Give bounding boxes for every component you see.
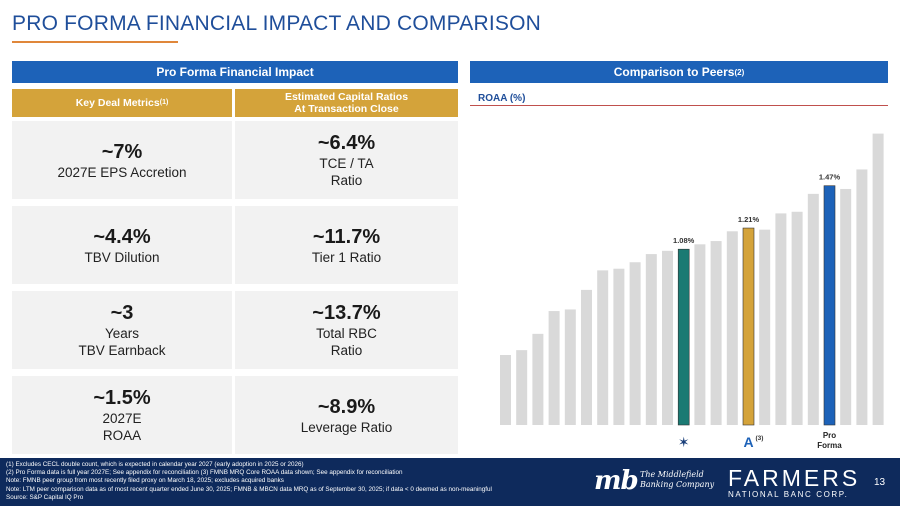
farmers-marker-icon: A [743, 434, 753, 450]
key-deal-metrics-header-text: Key Deal Metrics [75, 97, 160, 109]
metric-value: ~13.7% [312, 302, 381, 324]
peer-bar [694, 244, 706, 425]
metric-tbv-dilution: ~4.4% TBV Dilution [12, 206, 232, 284]
metric-label: Years [104, 326, 140, 341]
footnotes: (1) Excludes CECL double count, which is… [6, 461, 586, 502]
footnote: Note: FMNB peer group from most recently… [6, 477, 284, 485]
footnote: Source: S&P Capital IQ Pro [6, 493, 84, 501]
metric-leverage: ~8.9% Leverage Ratio [235, 376, 458, 454]
metric-value: ~3 [110, 302, 134, 324]
peer-bar [564, 309, 576, 425]
peer-bar [662, 250, 673, 425]
metric-value: ~4.4% [93, 225, 151, 248]
peer-bar [645, 254, 657, 425]
footer-band [0, 458, 900, 506]
title-underline [12, 41, 178, 43]
highlight-bar [823, 185, 836, 426]
peer-bar [581, 289, 592, 425]
peer-bar [791, 211, 803, 425]
farmers-logo: FARMERS [728, 465, 861, 491]
metric-value: ~7% [101, 140, 143, 163]
middlefield-name-line1: The Middlefield [640, 470, 704, 479]
metric-value: ~8.9% [317, 395, 376, 418]
metric-label-line2: Ratio [330, 173, 363, 188]
footnote: (2) Pro Forma data is full year 2027E; S… [6, 469, 403, 477]
peer-bar [759, 229, 771, 425]
peer-bar [807, 193, 819, 425]
metric-tce-ta: ~6.4% TCE / TA Ratio [235, 121, 458, 199]
metric-label: Tier 1 Ratio [311, 249, 382, 265]
metric-label-line2: TBV Earnback [78, 343, 166, 358]
page-number: 13 [874, 477, 886, 488]
chart-title: ROAA (%) [478, 93, 526, 104]
key-deal-metrics-header: Key Deal Metrics (1) [12, 89, 232, 117]
footnote: Note: LTM peer comparison data as of mos… [6, 485, 492, 493]
right-section-header-text: Comparison to Peers [613, 65, 735, 79]
pro-forma-label: Forma [817, 441, 842, 450]
middlefield-name-line2: Banking Company [640, 480, 715, 489]
bar-data-label: 1.08% [673, 236, 695, 245]
right-section-header-note: (2) [734, 67, 745, 77]
metric-label-line2: ROAA [102, 428, 142, 443]
peer-bar [775, 213, 787, 425]
metric-tbv-earnback: ~3 Years TBV Earnback [12, 291, 232, 369]
metric-label: TCE / TA [319, 156, 374, 171]
metric-label: Leverage Ratio [300, 419, 393, 435]
highlight-bar [677, 248, 690, 426]
page-title: PRO FORMA FINANCIAL IMPACT AND COMPARISO… [12, 12, 541, 35]
middlefield-name: The Middlefield Banking Company [640, 470, 714, 490]
bar-data-label: 1.21% [738, 215, 760, 224]
metric-roaa: ~1.5% 2027E ROAA [12, 376, 232, 454]
metric-label: 2027E EPS Accretion [57, 164, 187, 180]
capital-ratios-header-line1: Estimated Capital Ratios [284, 91, 409, 103]
metric-label: 2027E [102, 411, 142, 426]
chart-title-rule [470, 105, 888, 106]
peer-bar [629, 262, 641, 425]
left-section-header: Pro Forma Financial Impact [12, 61, 458, 83]
peer-bar [532, 333, 544, 425]
metric-label: TBV Dilution [84, 249, 160, 265]
metric-label-line2: Ratio [330, 343, 363, 358]
peer-bar [516, 350, 528, 425]
footnote: (1) Excludes CECL double count, which is… [6, 461, 304, 468]
peer-bar [872, 133, 884, 425]
key-deal-metrics-header-note: (1) [159, 99, 169, 106]
pro-forma-label: Pro [823, 431, 836, 440]
metric-value: ~6.4% [317, 132, 376, 154]
farmers-subtitle: NATIONAL BANC CORP. [728, 490, 849, 499]
peer-bar [613, 268, 625, 425]
peer-bar [548, 311, 560, 425]
peer-bar [726, 231, 738, 425]
middlefield-logo: mb [594, 466, 639, 496]
highlight-bar [742, 227, 755, 426]
bar-data-label: 1.47% [819, 173, 841, 182]
capital-ratios-header: Estimated Capital Ratios At Transaction … [235, 89, 458, 117]
farmers-marker-note: (3) [756, 435, 764, 442]
metric-value: ~11.7% [312, 225, 381, 248]
metric-value: ~1.5% [93, 387, 151, 409]
peer-bar [597, 270, 609, 425]
left-section-header-text: Pro Forma Financial Impact [156, 65, 314, 79]
peer-bar [856, 169, 868, 425]
peer-bar [500, 355, 511, 425]
metric-total-rbc: ~13.7% Total RBC Ratio [235, 291, 458, 369]
metric-tier1: ~11.7% Tier 1 Ratio [235, 206, 458, 284]
capital-ratios-header-line2: At Transaction Close [294, 103, 399, 115]
middlefield-marker-icon: ✶ [678, 435, 690, 451]
peer-bar [840, 188, 852, 425]
metric-eps-accretion: ~7% 2027E EPS Accretion [12, 121, 232, 199]
metric-label: Total RBC [316, 326, 377, 341]
peer-bar [710, 241, 722, 425]
right-section-header: Comparison to Peers (2) [470, 61, 888, 83]
